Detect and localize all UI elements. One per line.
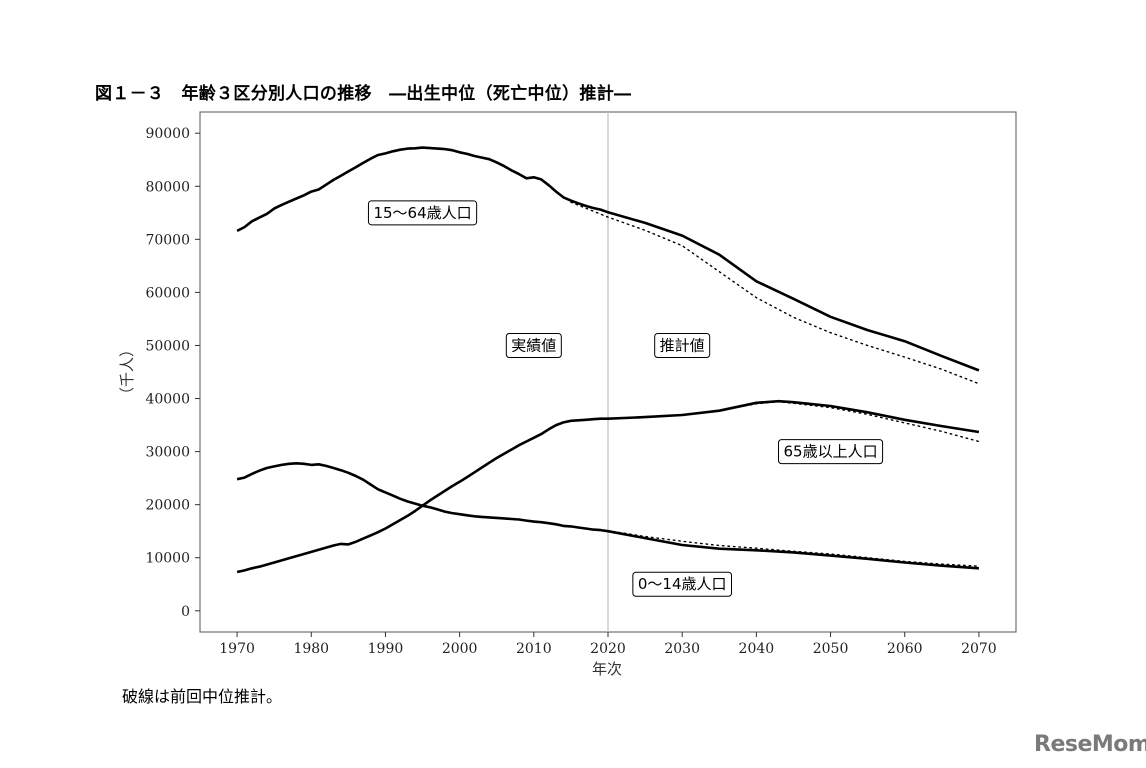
resemom-logo: ReseMom	[1034, 732, 1146, 757]
x-tick-label: 2000	[442, 641, 478, 657]
y-tick-label: 50000	[145, 338, 190, 354]
label-projection-text: 推計値	[660, 336, 705, 354]
label-working-age-box	[367, 200, 478, 226]
label-children-box	[632, 571, 733, 597]
y-tick-label: 80000	[145, 179, 190, 195]
label-elderly-text: 65歳以上人口	[783, 443, 877, 461]
series-line-elderly	[236, 399, 980, 574]
y-tick-label: 60000	[145, 285, 190, 301]
y-tick-label: 90000	[145, 126, 190, 142]
label-actual-text: 実績値	[511, 336, 556, 354]
figure-title: 図１－３ 年齢３区分別人口の推移 ―出生中位（死亡中位）推計―	[95, 84, 632, 104]
label-actual: 実績値	[505, 332, 562, 358]
y-tick-label: 0	[181, 604, 190, 620]
label-actual-box	[505, 332, 562, 358]
x-tick-label: 1990	[368, 641, 404, 657]
y-tick-label: 40000	[145, 392, 190, 408]
y-tick-label: 30000	[145, 445, 190, 461]
x-axis-title: 年次	[592, 660, 622, 678]
x-tick-label: 2040	[739, 641, 775, 657]
x-tick-label: 2060	[887, 641, 923, 657]
series-line-working-age-previous	[570, 201, 980, 385]
series-line-working-age	[236, 146, 980, 372]
label-projection-box	[654, 332, 711, 358]
label-elderly-box	[777, 439, 884, 465]
y-tick-label: 20000	[145, 498, 190, 514]
footnote: 破線は前回中位推計。	[122, 687, 283, 706]
y-tick-label: 70000	[145, 232, 190, 248]
label-working-age-text: 15～64歳人口	[373, 204, 471, 222]
y-tick-label: 10000	[145, 551, 190, 567]
label-elderly: 65歳以上人口	[777, 439, 884, 465]
x-tick-label: 1980	[293, 641, 329, 657]
x-tick-label: 2010	[516, 641, 552, 657]
x-tick-label: 2020	[590, 641, 626, 657]
label-children-text: 0～14歳人口	[638, 575, 727, 593]
series-line-children-previous	[607, 530, 980, 567]
y-axis-title: （千人）	[118, 342, 136, 402]
series-line-elderly-previous	[607, 401, 980, 443]
x-tick-label: 2030	[664, 641, 700, 657]
label-working-age: 15～64歳人口	[367, 200, 478, 226]
x-tick-label: 1970	[219, 641, 255, 657]
label-children: 0～14歳人口	[632, 571, 733, 597]
x-tick-label: 2070	[961, 641, 997, 657]
x-tick-label: 2050	[813, 641, 849, 657]
label-projection: 推計値	[654, 332, 711, 358]
